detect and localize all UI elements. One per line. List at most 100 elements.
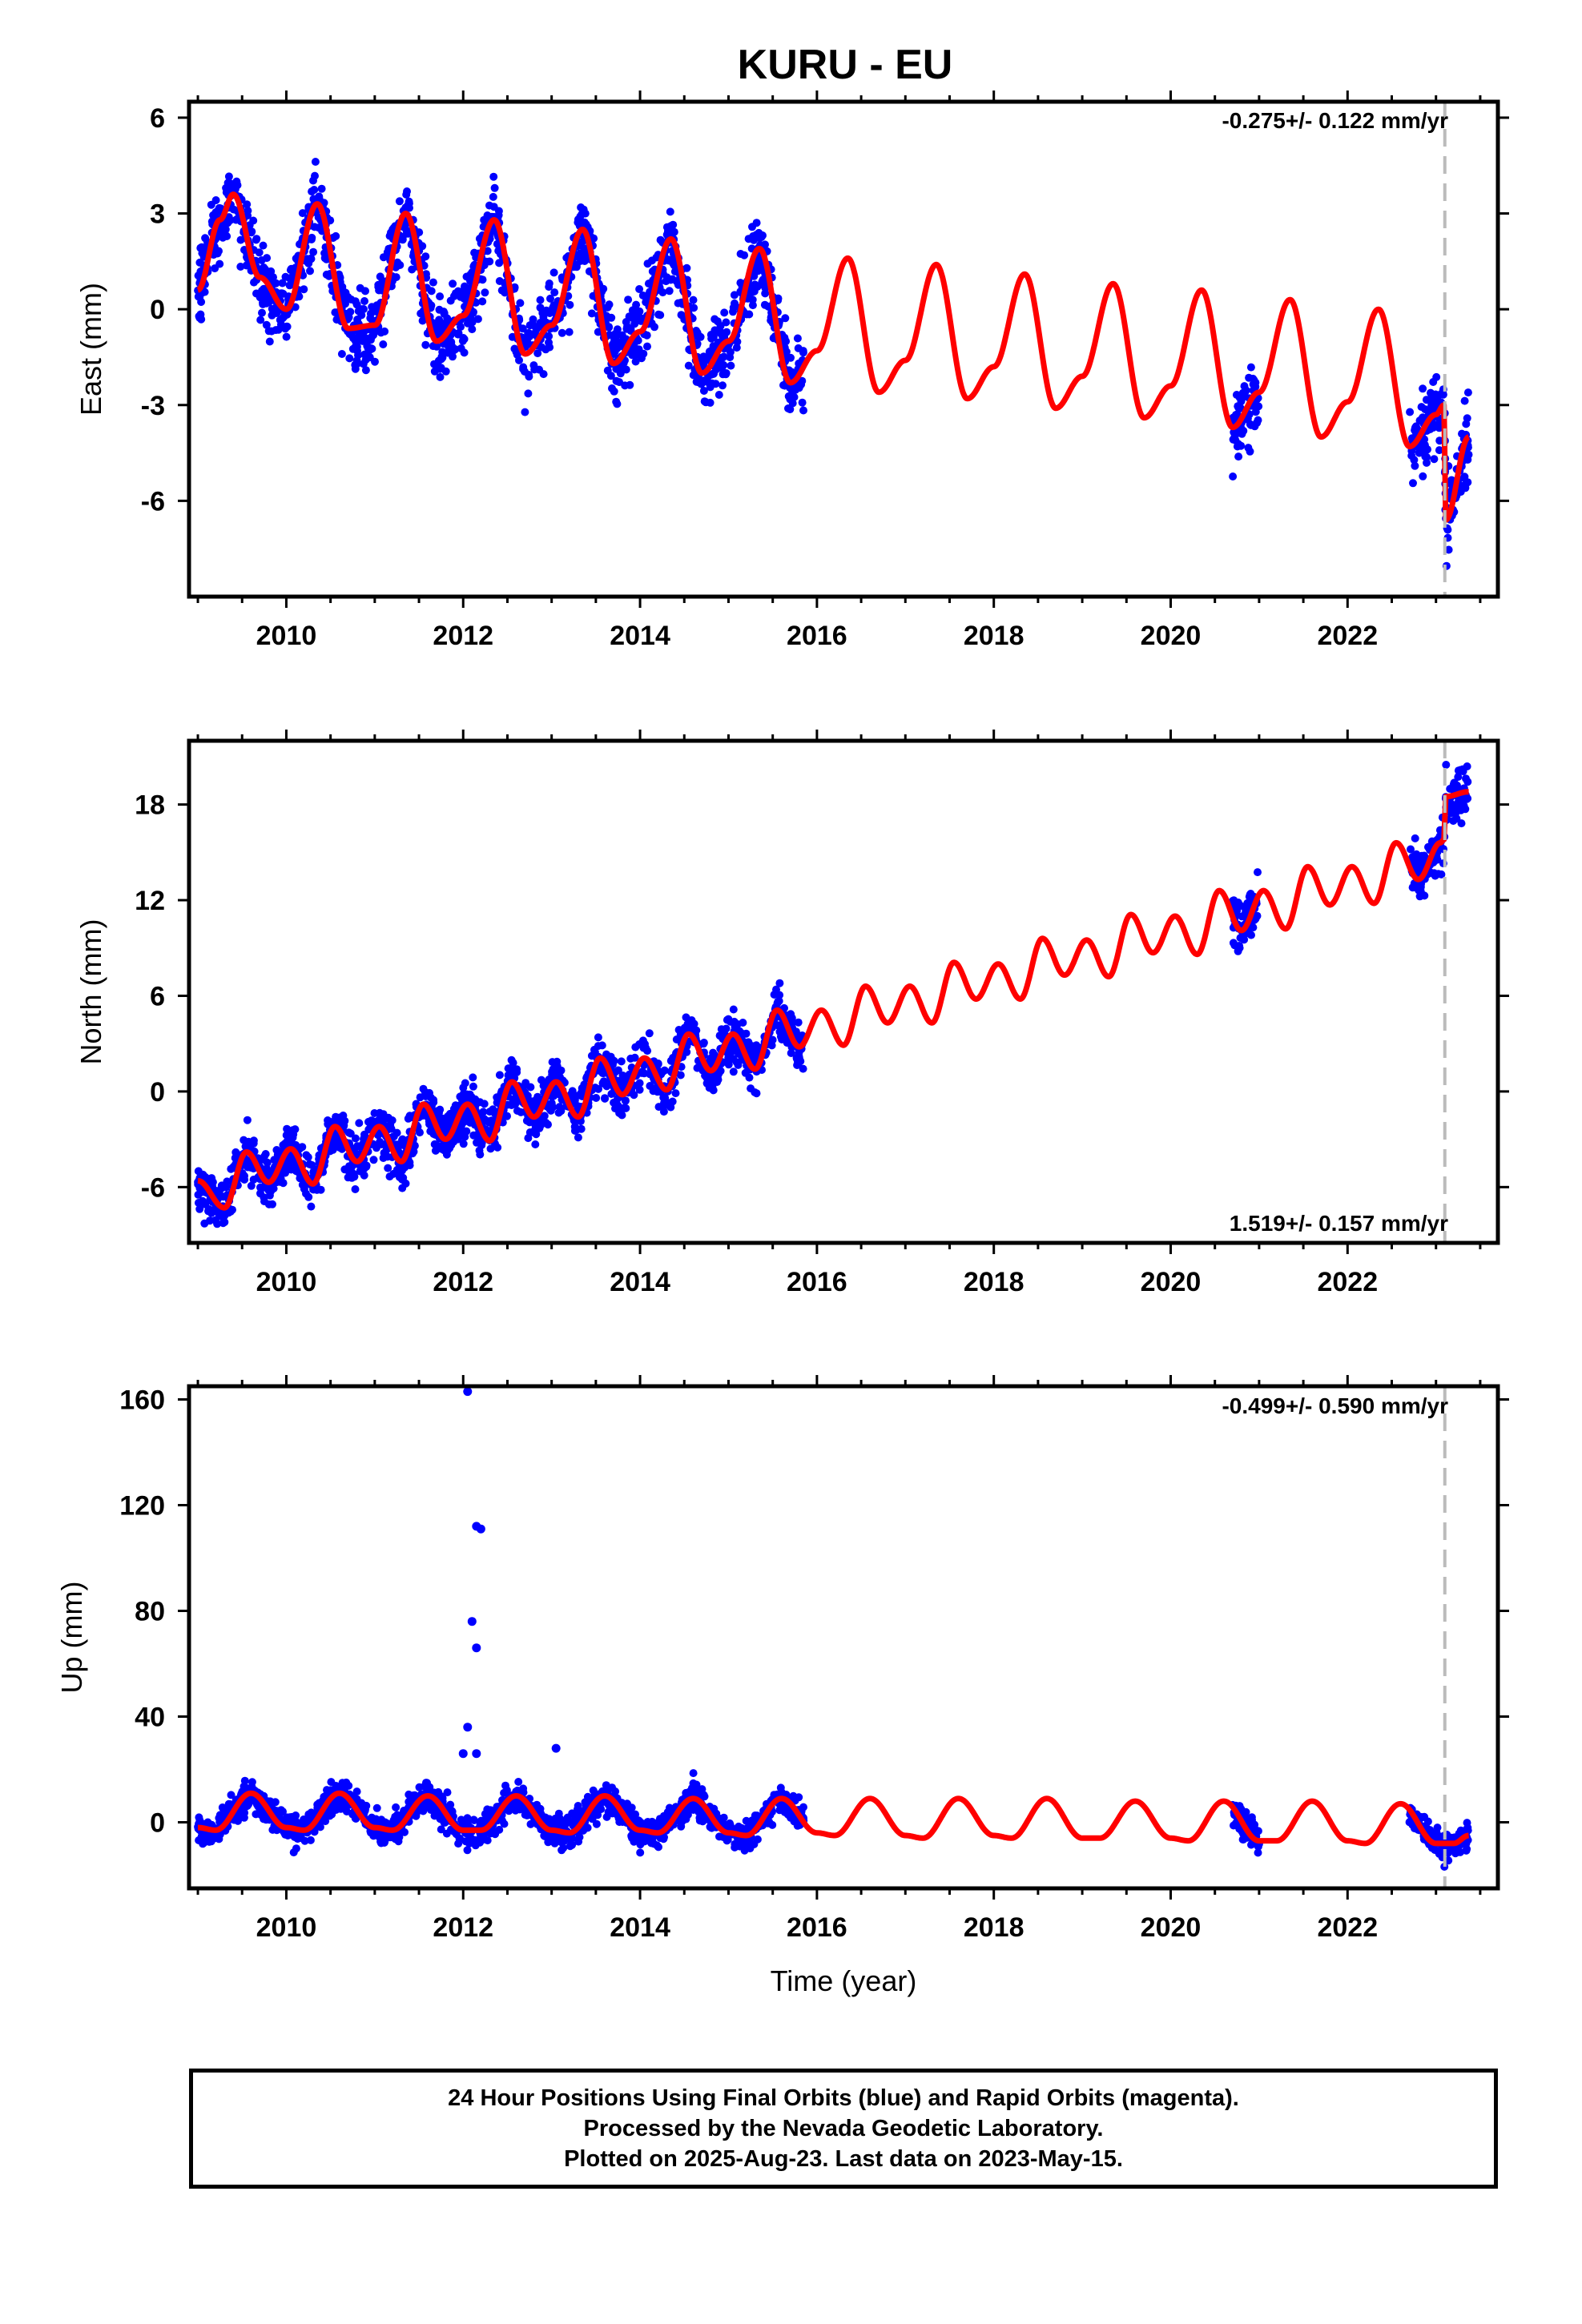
east-point	[662, 273, 671, 282]
north-point	[451, 1101, 460, 1110]
east-point	[278, 279, 287, 287]
east-point	[515, 356, 523, 364]
east-point	[1410, 456, 1419, 464]
north-ytick-label: 12	[135, 886, 165, 916]
north-point	[649, 1087, 658, 1096]
east-point	[510, 344, 519, 353]
east-point	[719, 370, 727, 379]
east-point	[421, 340, 430, 349]
north-point	[590, 1045, 598, 1054]
north-xtick-label: 2016	[787, 1267, 847, 1297]
north-point	[265, 1191, 274, 1200]
east-point	[549, 268, 558, 277]
east-point	[272, 326, 280, 335]
east-point	[432, 321, 441, 330]
east-point	[731, 299, 739, 308]
east-point	[310, 223, 319, 231]
east-point	[303, 255, 311, 263]
east-point	[1406, 408, 1415, 416]
north-point	[401, 1163, 409, 1172]
north-point	[308, 1160, 316, 1169]
east-point	[468, 325, 477, 334]
east-point	[282, 332, 291, 341]
north-point	[671, 1089, 680, 1098]
east-point	[227, 180, 236, 189]
east-point	[529, 315, 537, 324]
east-point	[516, 299, 525, 308]
east-point	[643, 342, 651, 351]
north-point	[1462, 774, 1470, 783]
north-point	[426, 1127, 435, 1136]
east-point	[558, 328, 566, 337]
east-point	[252, 235, 260, 244]
north-point	[476, 1135, 485, 1144]
north-point	[372, 1144, 380, 1152]
north-point	[739, 1019, 747, 1027]
north-point	[328, 1145, 337, 1154]
north-point	[1457, 819, 1466, 828]
east-point	[786, 384, 795, 392]
east-point	[699, 387, 708, 395]
east-point	[632, 300, 641, 309]
east-point	[689, 371, 698, 380]
north-point	[607, 1058, 616, 1067]
east-point	[684, 361, 693, 370]
east-point	[733, 337, 742, 346]
east-point	[490, 183, 499, 192]
east-xtick-label: 2022	[1317, 621, 1378, 651]
east-point	[682, 263, 691, 272]
east-point	[610, 387, 618, 396]
north-point	[480, 1100, 489, 1108]
north-point	[409, 1149, 417, 1158]
east-point	[546, 294, 554, 303]
east-point	[485, 201, 493, 210]
north-ytick-label: -6	[141, 1172, 165, 1203]
east-point	[360, 297, 368, 305]
up-point	[372, 1803, 381, 1812]
east-point	[324, 271, 333, 280]
east-point	[365, 353, 374, 362]
east-point	[722, 318, 731, 327]
east-point	[1427, 401, 1436, 410]
east-point	[356, 283, 364, 292]
east-point	[529, 330, 538, 339]
east-point	[493, 239, 501, 248]
north-point	[1463, 794, 1471, 803]
north-point	[532, 1100, 541, 1108]
east-point	[624, 296, 633, 304]
east-point	[359, 332, 368, 341]
north-point	[442, 1150, 451, 1159]
north-point	[495, 1071, 504, 1080]
east-point	[758, 266, 766, 275]
north-point	[729, 1005, 738, 1014]
north-point	[1453, 800, 1461, 809]
east-point	[786, 405, 795, 414]
east-point	[306, 267, 314, 275]
north-point	[522, 1116, 531, 1125]
east-point	[730, 291, 739, 300]
east-point	[380, 327, 389, 336]
east-point	[580, 257, 589, 265]
north-point	[346, 1129, 355, 1138]
up-point	[512, 1804, 521, 1813]
east-xtick-label: 2020	[1141, 621, 1202, 651]
east-point	[545, 283, 553, 292]
east-point	[786, 367, 795, 376]
east-point	[457, 323, 465, 332]
east-point	[478, 297, 487, 306]
north-point	[349, 1169, 358, 1178]
north-point	[599, 1069, 608, 1078]
north-point	[772, 985, 780, 994]
east-point	[787, 353, 795, 362]
east-point	[392, 263, 401, 271]
north-point	[531, 1140, 540, 1148]
east-point	[255, 248, 264, 257]
east-point	[667, 228, 676, 237]
east-point	[1244, 444, 1253, 452]
north-point	[351, 1134, 360, 1143]
north-point	[243, 1116, 252, 1124]
north-point	[194, 1167, 203, 1176]
east-point	[782, 348, 791, 356]
north-ytick-label: 6	[150, 981, 165, 1011]
east-point	[650, 323, 658, 332]
